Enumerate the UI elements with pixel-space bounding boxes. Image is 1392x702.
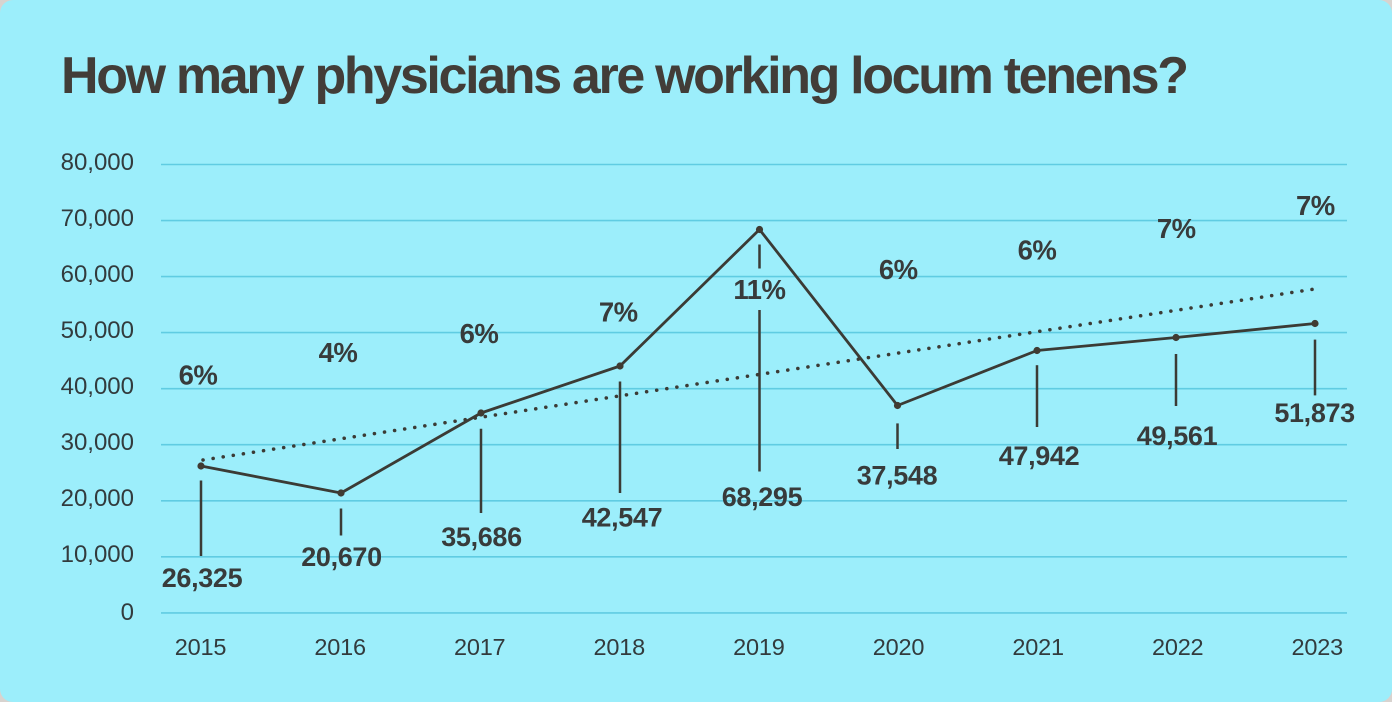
svg-text:68,295: 68,295	[722, 482, 803, 512]
svg-text:10,000: 10,000	[61, 541, 134, 568]
svg-text:2016: 2016	[314, 634, 366, 660]
svg-text:60,000: 60,000	[61, 261, 134, 288]
svg-text:35,686: 35,686	[441, 522, 522, 552]
svg-text:6%: 6%	[879, 254, 918, 285]
svg-text:7%: 7%	[1157, 213, 1196, 244]
svg-text:2019: 2019	[733, 634, 784, 660]
svg-text:30,000: 30,000	[61, 429, 134, 456]
svg-text:11%: 11%	[733, 274, 785, 305]
svg-text:2017: 2017	[454, 634, 505, 660]
svg-text:2020: 2020	[873, 634, 925, 660]
svg-text:2022: 2022	[1152, 634, 1203, 660]
svg-text:0: 0	[121, 599, 134, 626]
svg-text:20,000: 20,000	[61, 485, 134, 512]
svg-text:20,670: 20,670	[301, 542, 381, 572]
svg-text:6%: 6%	[460, 318, 499, 349]
svg-text:2021: 2021	[1012, 634, 1063, 660]
svg-text:6%: 6%	[179, 359, 218, 390]
svg-text:47,942: 47,942	[999, 441, 1079, 471]
svg-text:37,548: 37,548	[857, 460, 938, 490]
svg-text:7%: 7%	[1296, 190, 1335, 221]
svg-text:70,000: 70,000	[61, 205, 134, 232]
svg-text:49,561: 49,561	[1137, 421, 1218, 451]
svg-text:40,000: 40,000	[61, 373, 134, 400]
svg-text:How many physicians are workin: How many physicians are working locum te…	[61, 47, 1189, 105]
svg-text:51,873: 51,873	[1274, 398, 1355, 428]
svg-text:2015: 2015	[175, 634, 227, 660]
svg-text:2018: 2018	[594, 634, 646, 660]
svg-text:4%: 4%	[319, 337, 358, 368]
svg-text:42,547: 42,547	[582, 503, 662, 533]
svg-text:7%: 7%	[599, 296, 638, 327]
svg-text:80,000: 80,000	[61, 149, 134, 176]
svg-text:26,325: 26,325	[162, 563, 243, 593]
svg-text:50,000: 50,000	[61, 317, 134, 344]
svg-text:6%: 6%	[1018, 235, 1057, 266]
svg-text:2023: 2023	[1292, 634, 1344, 660]
